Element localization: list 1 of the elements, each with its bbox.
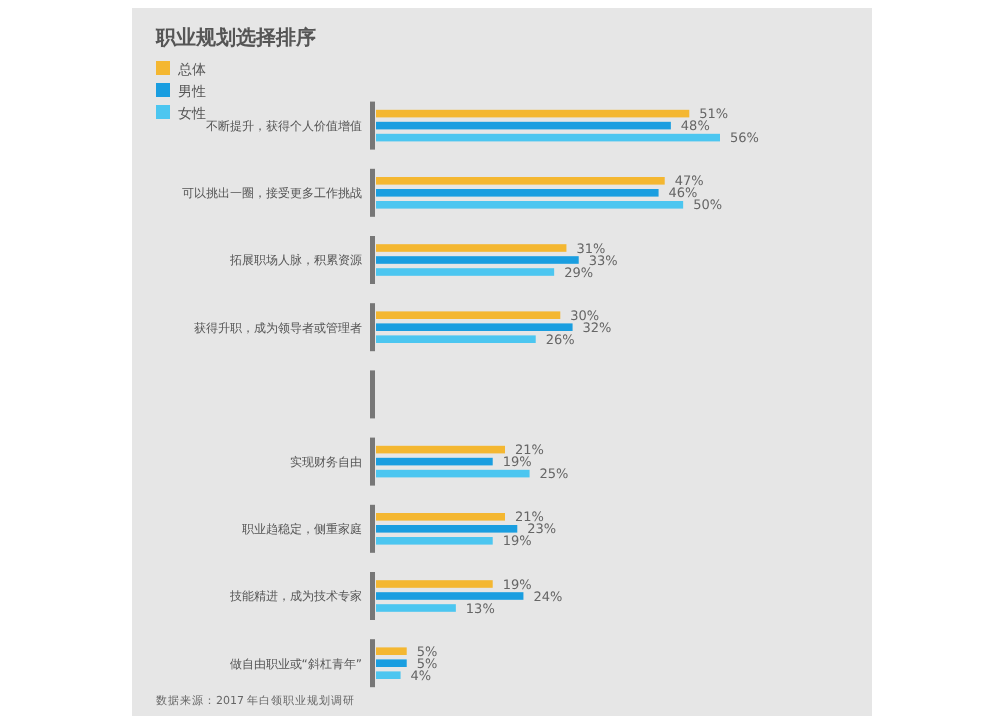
title: 职业规划选择排序	[156, 28, 316, 50]
